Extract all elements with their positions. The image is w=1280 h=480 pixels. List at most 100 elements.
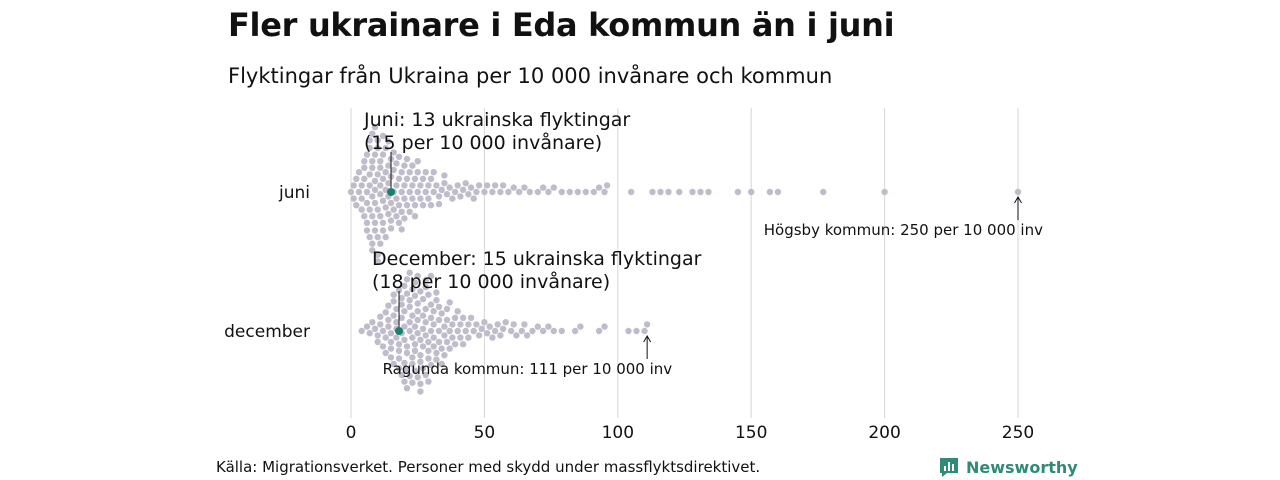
data-point bbox=[395, 175, 403, 182]
highlight-point bbox=[395, 327, 404, 335]
data-point bbox=[438, 310, 445, 317]
data-point bbox=[379, 343, 387, 350]
data-point bbox=[409, 334, 416, 341]
data-point bbox=[406, 297, 413, 304]
data-point bbox=[430, 308, 437, 315]
data-point bbox=[649, 188, 656, 196]
data-point bbox=[625, 327, 632, 335]
data-point bbox=[422, 169, 429, 176]
data-point bbox=[411, 202, 419, 209]
data-point bbox=[355, 169, 363, 176]
data-point bbox=[395, 153, 403, 160]
data-point bbox=[451, 341, 459, 348]
data-point bbox=[409, 354, 416, 361]
data-point bbox=[411, 341, 419, 348]
data-point bbox=[491, 182, 499, 189]
data-point bbox=[473, 321, 480, 328]
data-point bbox=[393, 195, 400, 202]
data-point bbox=[454, 308, 461, 315]
data-point bbox=[395, 202, 403, 209]
data-point bbox=[550, 327, 557, 335]
data-point bbox=[499, 325, 507, 332]
data-point bbox=[489, 334, 496, 341]
data-point bbox=[390, 166, 397, 174]
data-point bbox=[401, 162, 408, 169]
data-point bbox=[403, 349, 411, 357]
data-point bbox=[387, 199, 395, 207]
data-point bbox=[409, 286, 416, 293]
data-point bbox=[419, 312, 427, 319]
data-point bbox=[377, 313, 384, 320]
data-point bbox=[385, 180, 392, 187]
data-point bbox=[419, 202, 427, 209]
data-point bbox=[390, 360, 397, 368]
data-point bbox=[387, 330, 395, 337]
data-point bbox=[425, 291, 432, 298]
data-point bbox=[433, 297, 440, 304]
data-point bbox=[414, 169, 421, 176]
data-point bbox=[358, 195, 365, 202]
data-point bbox=[411, 367, 419, 374]
data-point bbox=[470, 327, 477, 335]
data-point bbox=[353, 202, 360, 209]
data-point bbox=[433, 356, 440, 363]
data-point bbox=[371, 177, 379, 185]
data-point bbox=[363, 151, 371, 158]
data-point bbox=[441, 332, 448, 339]
data-point bbox=[403, 290, 411, 297]
data-point bbox=[483, 182, 491, 189]
data-point bbox=[406, 188, 413, 196]
data-point bbox=[603, 182, 611, 189]
data-point bbox=[363, 219, 371, 226]
data-point bbox=[489, 188, 496, 196]
data-point bbox=[526, 188, 533, 196]
data-point bbox=[401, 323, 408, 330]
data-point bbox=[374, 251, 381, 258]
data-point bbox=[422, 332, 429, 339]
data-point bbox=[406, 169, 413, 176]
data-point bbox=[657, 188, 664, 196]
data-point bbox=[411, 347, 419, 354]
data-point bbox=[393, 160, 400, 167]
x-tick-label: 250 bbox=[1002, 423, 1034, 443]
data-point bbox=[369, 240, 376, 247]
data-point bbox=[398, 169, 405, 176]
data-point bbox=[366, 182, 373, 189]
data-point bbox=[406, 269, 413, 276]
data-point bbox=[403, 155, 411, 163]
data-point bbox=[417, 182, 424, 189]
data-point bbox=[382, 233, 389, 241]
data-point bbox=[374, 332, 381, 339]
brand-logo[interactable]: Newsworthy bbox=[938, 456, 1078, 478]
data-point bbox=[430, 169, 437, 176]
highlight-label: Juni: 13 ukrainska flyktingar bbox=[363, 109, 630, 131]
data-point bbox=[462, 180, 469, 187]
data-point bbox=[371, 227, 379, 234]
data-point bbox=[363, 227, 371, 234]
data-point bbox=[361, 164, 368, 171]
data-point bbox=[390, 312, 397, 319]
data-point bbox=[377, 240, 384, 247]
data-point bbox=[566, 188, 573, 196]
data-point bbox=[363, 188, 371, 196]
data-point bbox=[379, 175, 387, 182]
data-point bbox=[401, 215, 408, 222]
x-tick-label: 0 bbox=[346, 423, 357, 443]
data-point bbox=[411, 175, 419, 182]
data-point bbox=[441, 323, 448, 330]
data-point bbox=[379, 327, 387, 335]
data-point bbox=[427, 175, 435, 182]
data-point bbox=[363, 199, 371, 207]
highlight-point bbox=[387, 188, 396, 196]
data-point bbox=[387, 345, 395, 352]
data-point bbox=[419, 365, 427, 372]
data-point bbox=[382, 144, 389, 152]
data-point bbox=[422, 277, 429, 284]
data-point bbox=[705, 188, 712, 196]
data-point bbox=[470, 195, 477, 202]
data-point bbox=[441, 172, 448, 179]
data-point bbox=[446, 184, 453, 191]
data-point bbox=[382, 169, 389, 176]
data-point bbox=[417, 195, 424, 202]
data-point bbox=[433, 289, 440, 296]
